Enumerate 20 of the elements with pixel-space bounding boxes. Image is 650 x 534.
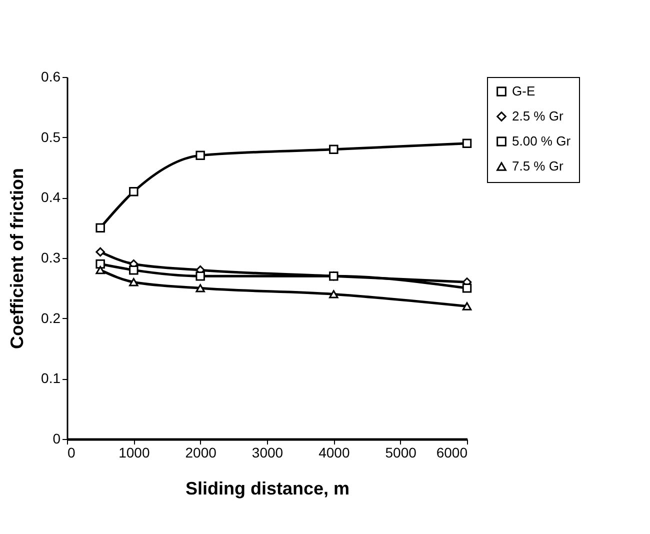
legend-label: 2.5 % Gr [512, 108, 564, 124]
x-tick-label: 2000 [185, 444, 217, 460]
y-tick-label: 0.5 [41, 128, 61, 145]
y-axis-title: Coefficient of friction [7, 168, 28, 349]
legend-label: 5.00 % Gr [512, 134, 572, 148]
x-tick-label: 3000 [252, 444, 284, 460]
y-tick-label: 0.3 [41, 250, 61, 266]
y-tick-label: 0 [52, 430, 61, 446]
y-tick-label: 0.2 [41, 310, 61, 326]
x-tick-label: 6000 [436, 444, 468, 460]
x-tick-label: 1000 [118, 444, 150, 460]
legend-label: G-E [512, 84, 536, 98]
y-tick-label: 0.6 [41, 68, 61, 84]
x-axis-title: Sliding distance, m [185, 478, 350, 498]
y-tick-label: 0.1 [41, 370, 61, 386]
x-tick-label: 0 [68, 444, 76, 460]
y-tick-label: 0.4 [41, 189, 61, 206]
legend-label: 7.5 % Gr [512, 158, 564, 174]
x-tick-label: 5000 [385, 444, 417, 460]
x-tick-label: 4000 [318, 444, 350, 460]
